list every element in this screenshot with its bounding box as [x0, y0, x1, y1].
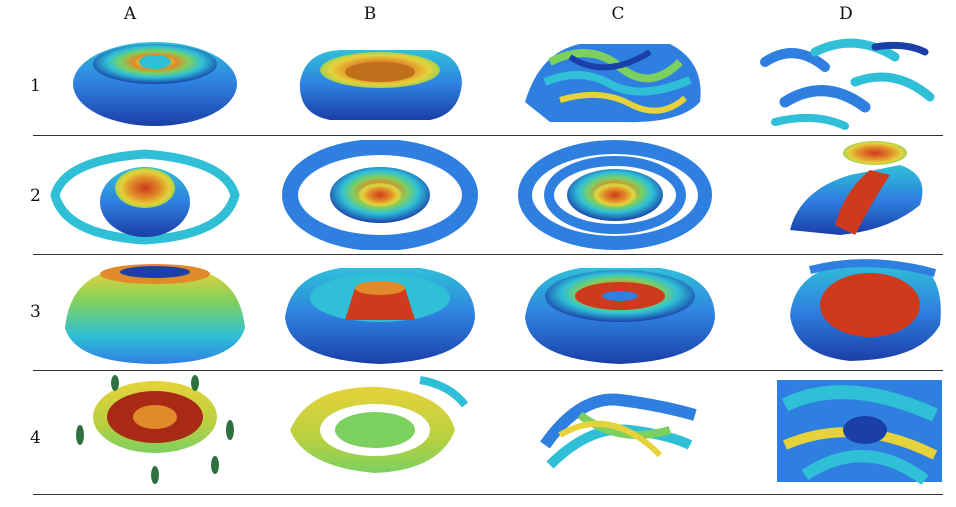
column-label-a: A — [123, 4, 137, 24]
panel-3b — [280, 258, 480, 368]
panel-2c — [515, 140, 715, 250]
row-label-4: 4 — [30, 428, 41, 448]
panel-3d — [770, 255, 956, 365]
panel-3a — [55, 258, 255, 368]
panel-4c — [520, 375, 720, 485]
row-divider-4 — [33, 494, 943, 495]
panel-2a — [45, 140, 245, 250]
panel-3c — [520, 258, 720, 368]
row-label-3: 3 — [30, 302, 41, 322]
panel-4b — [270, 375, 470, 485]
panel-1c — [510, 22, 710, 132]
panel-2b — [280, 140, 480, 250]
row-label-1: 1 — [30, 76, 41, 96]
column-label-c: C — [611, 4, 625, 24]
row-divider-1 — [33, 135, 943, 136]
panel-1b — [280, 22, 480, 132]
row-divider-3 — [33, 370, 943, 371]
panel-2d — [760, 135, 956, 245]
panel-4a — [55, 375, 255, 485]
panel-4d — [745, 375, 945, 485]
panel-1d — [745, 22, 945, 132]
panel-1a — [55, 22, 255, 132]
row-label-2: 2 — [30, 186, 41, 206]
row-divider-2 — [33, 254, 943, 255]
column-label-b: B — [363, 4, 377, 24]
column-label-d: D — [839, 4, 853, 24]
